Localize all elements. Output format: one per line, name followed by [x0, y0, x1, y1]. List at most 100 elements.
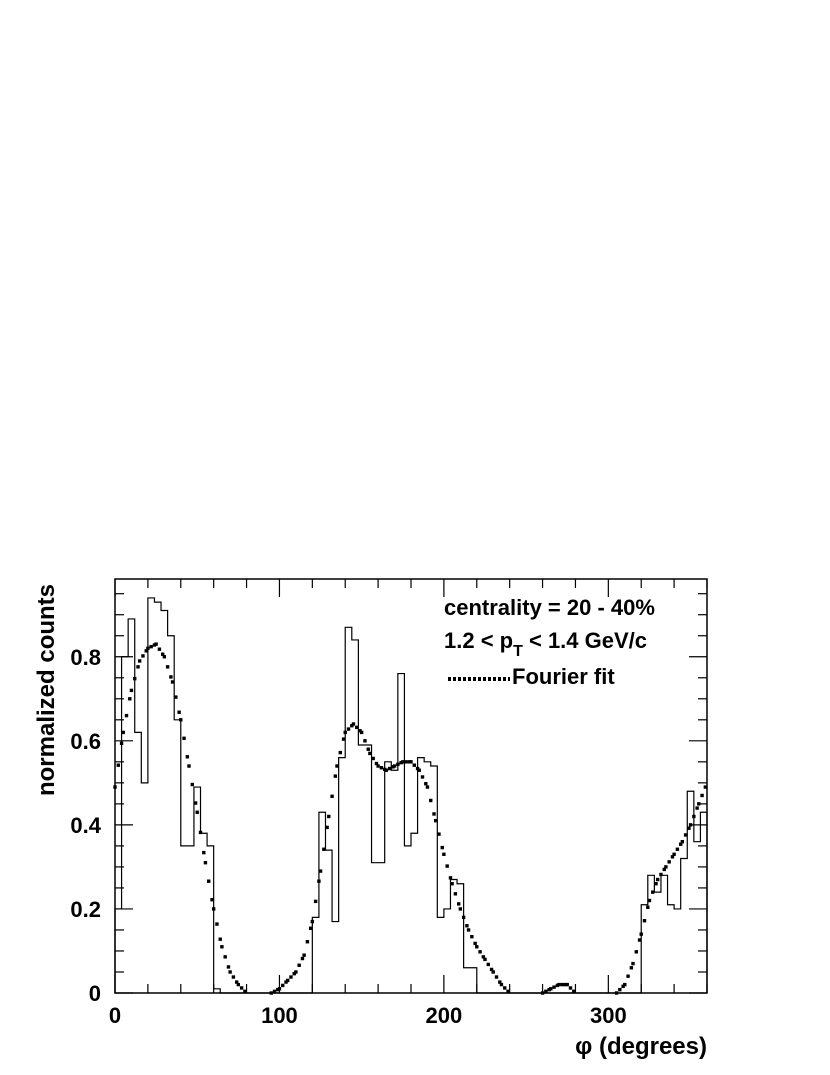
fit-point — [146, 646, 150, 651]
fit-point — [359, 730, 364, 735]
fit-point — [440, 845, 444, 850]
fit-point — [572, 989, 576, 994]
pt-range-annotation: 1.2 < pT < 1.4 GeV/c — [444, 628, 647, 660]
y-tick-label: 0.6 — [70, 729, 101, 754]
fit-point — [374, 761, 379, 766]
fit-point — [473, 941, 477, 946]
x-tick-label: 100 — [261, 1003, 298, 1028]
fit-point — [169, 675, 173, 679]
fit-point — [664, 865, 668, 869]
fit-point — [160, 652, 165, 656]
fit-point — [424, 781, 428, 786]
fit-point — [420, 775, 425, 779]
fit-point — [637, 938, 642, 942]
fit-point — [412, 763, 416, 767]
fit-point — [129, 688, 134, 693]
fit-point — [498, 980, 502, 984]
fit-point — [133, 676, 137, 681]
fit-point — [697, 802, 701, 806]
fit-point — [137, 659, 142, 663]
fit-point — [687, 826, 691, 830]
fit-point — [141, 654, 145, 658]
fit-point — [371, 756, 375, 761]
fit-point — [285, 978, 290, 983]
fit-point — [195, 810, 199, 814]
fit-point — [338, 750, 342, 755]
fit-legend-label: Fourier fit — [512, 664, 615, 689]
fit-point — [626, 974, 630, 978]
fit-point — [409, 760, 413, 764]
fit-point — [651, 890, 655, 894]
fit-point — [549, 987, 553, 991]
centrality-annotation: centrality = 20 - 40% — [444, 595, 655, 620]
fit-point — [655, 877, 660, 882]
fit-point — [333, 774, 338, 778]
fit-point — [179, 718, 183, 722]
fit-point — [544, 989, 548, 994]
fit-point — [368, 751, 372, 756]
fit-point — [631, 961, 635, 966]
fit-point — [494, 975, 499, 979]
fit-point — [144, 649, 148, 653]
fit-point — [453, 892, 458, 896]
fit-point — [223, 955, 227, 959]
fit-point — [489, 967, 494, 972]
fit-point — [121, 730, 125, 735]
fit-point — [136, 665, 140, 669]
fit-point — [387, 766, 392, 771]
y-tick-label: 0.8 — [70, 645, 101, 670]
fit-point — [346, 727, 351, 731]
fit-point — [226, 965, 231, 969]
pt-suffix: < 1.4 GeV/c — [523, 628, 647, 653]
fit-point — [116, 763, 120, 767]
fit-point — [433, 818, 438, 823]
fit-point — [384, 768, 389, 772]
fit-point — [491, 970, 495, 974]
fourier-fit-curve — [113, 642, 708, 995]
fit-point — [646, 905, 650, 909]
x-tick-label: 200 — [426, 1003, 463, 1028]
fit-point — [322, 847, 326, 851]
fit-point — [297, 963, 301, 967]
fit-point — [642, 919, 647, 923]
fit-point — [187, 764, 191, 768]
fit-point — [392, 764, 397, 768]
y-axis-title: normalized counts — [33, 584, 60, 796]
fit-point — [456, 902, 461, 906]
fit-point — [475, 945, 479, 949]
fit-point — [325, 825, 329, 830]
fit-point — [313, 899, 318, 904]
fit-point — [703, 785, 708, 789]
fit-point — [355, 725, 359, 730]
fit-point — [327, 814, 331, 819]
fit-point — [450, 882, 454, 886]
fit-point — [243, 989, 247, 994]
fit-point — [210, 897, 214, 902]
fit-point — [461, 915, 466, 920]
fit-point — [445, 864, 449, 868]
fit-point — [305, 940, 310, 944]
fit-point — [448, 876, 453, 880]
fit-point — [396, 762, 400, 767]
fit-point — [234, 980, 239, 984]
fit-point — [565, 982, 569, 987]
fit-point — [417, 768, 421, 772]
fit-point — [190, 782, 194, 787]
fit-point — [678, 842, 683, 846]
fit-point — [379, 766, 384, 770]
fit-point — [185, 755, 190, 759]
fit-point — [675, 847, 680, 851]
fit-point — [174, 695, 178, 699]
fit-point — [170, 680, 175, 684]
fit-point — [483, 957, 487, 962]
fit-point — [481, 955, 486, 959]
fit-point — [203, 861, 208, 865]
fit-point — [281, 983, 285, 988]
fit-point — [404, 760, 408, 764]
fit-point — [165, 665, 170, 669]
fit-point — [672, 852, 676, 856]
x-tick-label: 0 — [109, 1003, 121, 1028]
y-tick-labels: 0 0.2 0.4 0.6 0.8 — [70, 645, 101, 1006]
fit-point — [568, 986, 573, 990]
